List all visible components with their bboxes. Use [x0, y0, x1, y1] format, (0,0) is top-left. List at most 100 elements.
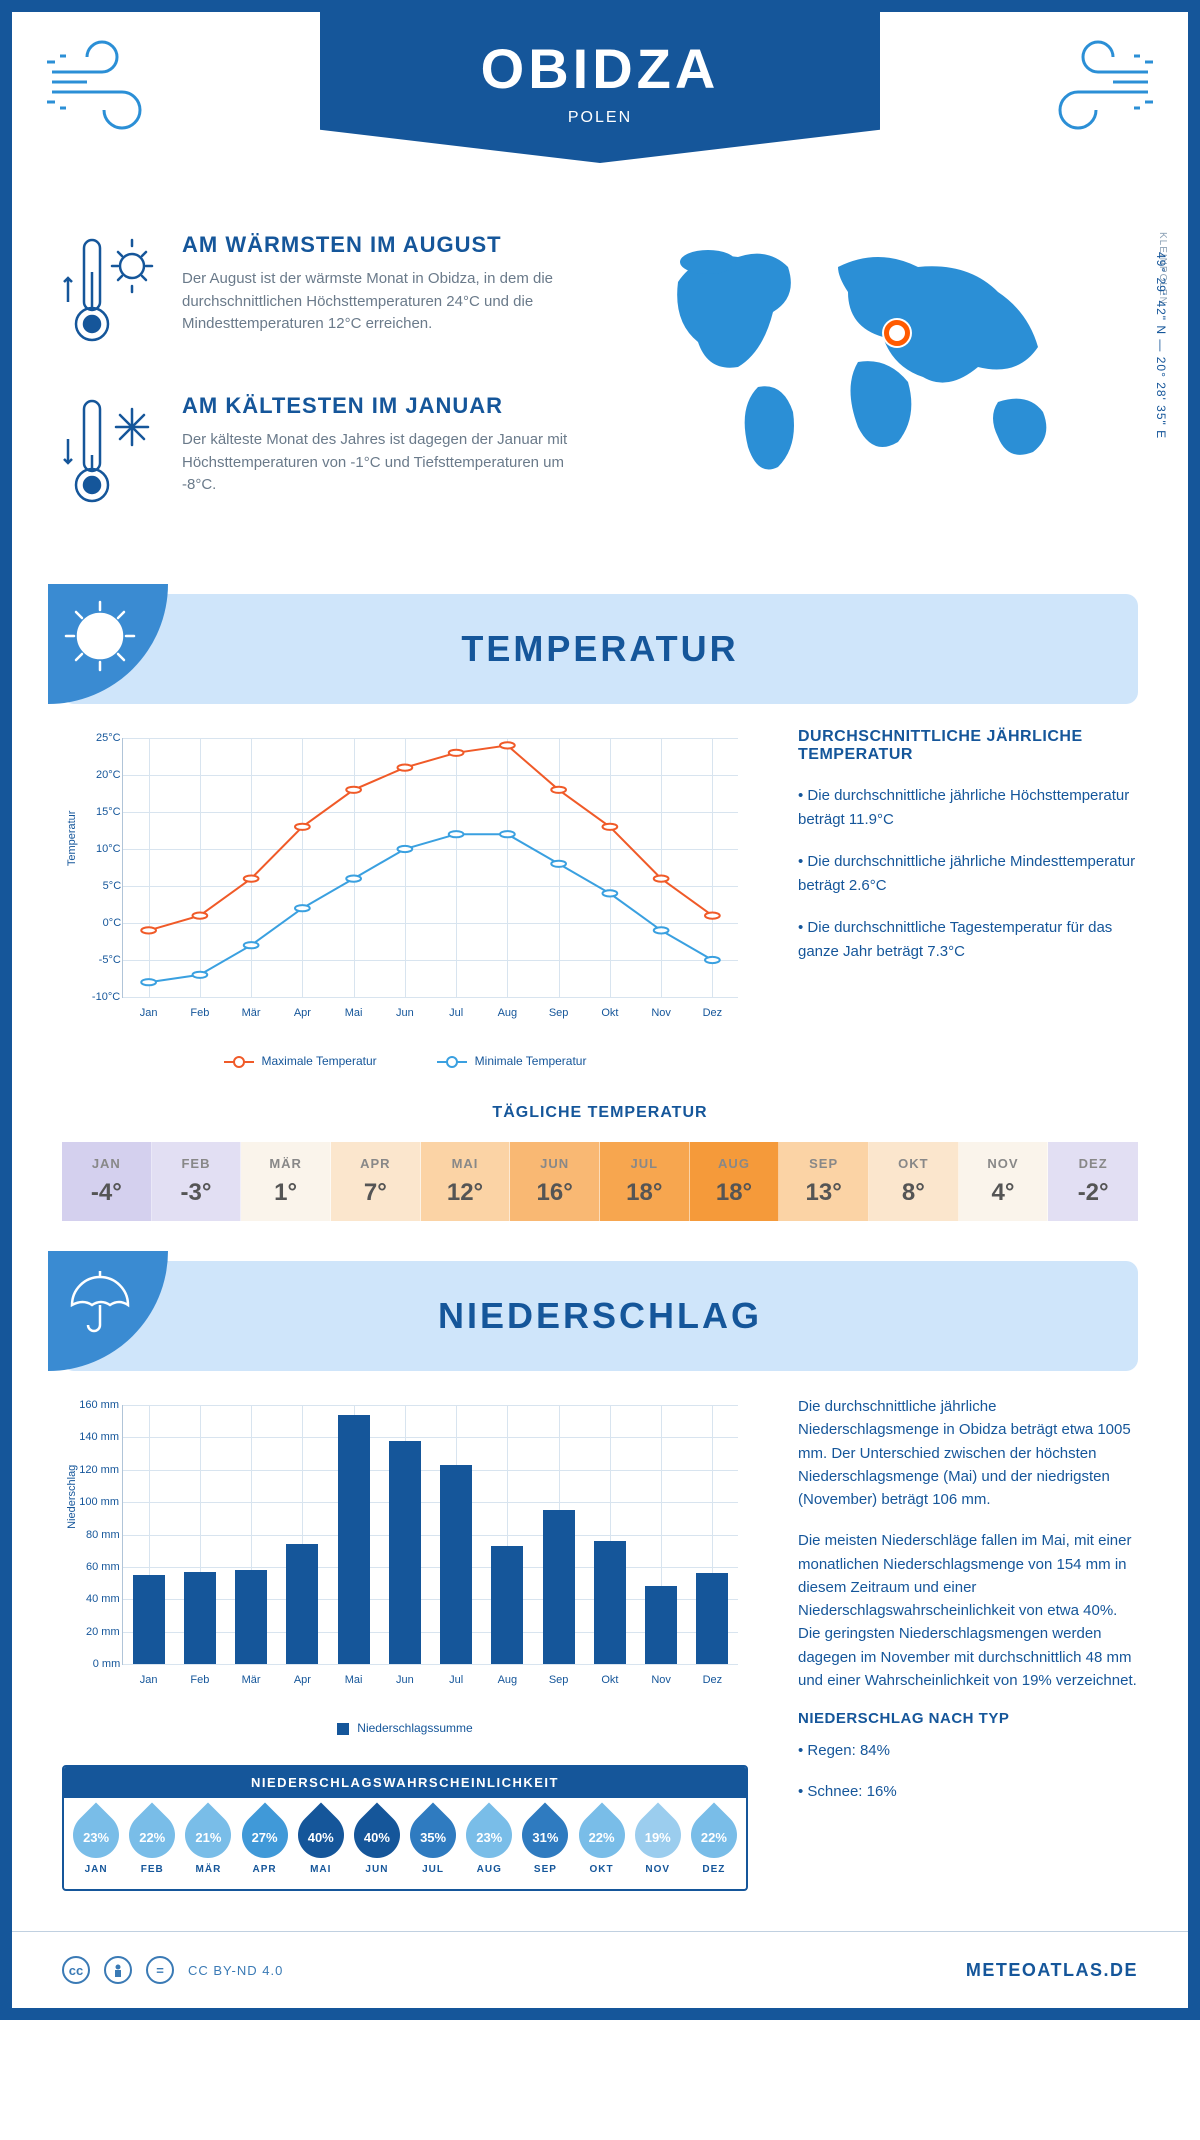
- prob-cell: 22%DEZ: [688, 1812, 740, 1875]
- aside-text: • Regen: 84%: [798, 1739, 1138, 1762]
- month-value: 12°: [421, 1179, 510, 1207]
- fact-coldest: AM KÄLTESTEN IM JANUAR Der kälteste Mona…: [62, 393, 598, 518]
- x-tick: Aug: [498, 1674, 518, 1686]
- y-tick: 0°C: [103, 917, 121, 929]
- fact-title: AM WÄRMSTEN IM AUGUST: [182, 232, 598, 258]
- x-tick: Dez: [703, 1007, 723, 1019]
- x-tick: Jul: [449, 1007, 463, 1019]
- section-title: TEMPERATUR: [461, 628, 738, 670]
- month-value: 7°: [331, 1179, 420, 1207]
- y-tick: 40 mm: [86, 1593, 120, 1605]
- page-title: OBIDZA: [320, 36, 880, 101]
- month-name: FEB: [152, 1156, 241, 1171]
- bar: [543, 1510, 575, 1664]
- sun-icon: [62, 598, 138, 679]
- intro-section: AM WÄRMSTEN IM AUGUST Der August ist der…: [12, 212, 1188, 594]
- precipitation-summary: Die durchschnittliche jährliche Niedersc…: [798, 1395, 1138, 1891]
- x-tick: Apr: [294, 1674, 311, 1686]
- prob-value: 22%: [129, 1812, 175, 1858]
- month-name: JUN: [510, 1156, 599, 1171]
- prob-cell: 21%MÄR: [182, 1812, 234, 1875]
- prob-title: NIEDERSCHLAGSWAHRSCHEINLICHKEIT: [64, 1767, 746, 1798]
- raindrop-icon: 40%: [298, 1812, 344, 1858]
- month-value: 18°: [600, 1179, 689, 1207]
- y-tick: 20°C: [96, 769, 121, 781]
- month-value: 4°: [959, 1179, 1048, 1207]
- month-cell: APR7°: [331, 1142, 421, 1221]
- prob-cell: 35%JUL: [407, 1812, 459, 1875]
- raindrop-icon: 21%: [185, 1812, 231, 1858]
- x-tick: Nov: [651, 1674, 671, 1686]
- x-tick: Okt: [601, 1674, 618, 1686]
- bar: [338, 1415, 370, 1664]
- x-tick: Mai: [345, 1007, 363, 1019]
- aside-text: Die durchschnittliche jährliche Niedersc…: [798, 1395, 1138, 1511]
- month-cell: DEZ-2°: [1048, 1142, 1138, 1221]
- bar: [133, 1575, 165, 1664]
- y-tick: 160 mm: [79, 1399, 119, 1411]
- month-cell: OKT8°: [869, 1142, 959, 1221]
- month-name: NOV: [959, 1156, 1048, 1171]
- bar: [389, 1441, 421, 1664]
- prob-cell: 23%AUG: [463, 1812, 515, 1875]
- bar: [235, 1570, 267, 1664]
- y-tick: 25°C: [96, 732, 121, 744]
- section-header-precipitation: NIEDERSCHLAG: [62, 1261, 1138, 1371]
- aside-text: Die meisten Niederschläge fallen im Mai,…: [798, 1529, 1138, 1692]
- x-tick: Feb: [190, 1007, 209, 1019]
- prob-cell: 22%OKT: [576, 1812, 628, 1875]
- bar: [594, 1541, 626, 1664]
- month-cell: AUG18°: [690, 1142, 780, 1221]
- prob-value: 23%: [73, 1812, 119, 1858]
- bar: [645, 1586, 677, 1664]
- x-tick: Nov: [651, 1007, 671, 1019]
- aside-text: • Die durchschnittliche Tagestemperatur …: [798, 916, 1138, 964]
- legend-min: Minimale Temperatur: [475, 1054, 587, 1068]
- legend-precip: Niederschlagssumme: [357, 1721, 472, 1735]
- month-value: 1°: [241, 1179, 330, 1207]
- aside-text: • Die durchschnittliche jährliche Mindes…: [798, 850, 1138, 898]
- raindrop-icon: 35%: [410, 1812, 456, 1858]
- site-name: METEOATLAS.DE: [966, 1960, 1138, 1981]
- month-cell: JAN-4°: [62, 1142, 152, 1221]
- raindrop-icon: 22%: [129, 1812, 175, 1858]
- legend-max: Maximale Temperatur: [262, 1054, 377, 1068]
- temperature-summary: DURCHSCHNITTLICHE JÄHRLICHE TEMPERATUR •…: [798, 728, 1138, 1068]
- fact-body: Der August ist der wärmste Monat in Obid…: [182, 268, 598, 336]
- y-tick: 60 mm: [86, 1561, 120, 1573]
- bar: [286, 1544, 318, 1664]
- x-tick: Jun: [396, 1007, 414, 1019]
- coordinates: 49° 29' 42" N — 20° 28' 35" E: [1154, 252, 1168, 439]
- month-cell: JUN16°: [510, 1142, 600, 1221]
- fact-body: Der kälteste Monat des Jahres ist dagege…: [182, 429, 598, 497]
- location-map: KLEINPOLEN 49° 29' 42" N — 20° 28' 35" E: [638, 232, 1138, 554]
- header: OBIDZA POLEN: [12, 12, 1188, 212]
- wind-icon: [1038, 32, 1158, 147]
- raindrop-icon: 31%: [522, 1812, 568, 1858]
- raindrop-icon: 40%: [354, 1812, 400, 1858]
- temperature-chart: Temperatur -10°C-5°C0°C5°C10°C15°C20°C25…: [62, 728, 748, 1068]
- thermometer-snow-icon: [62, 393, 158, 518]
- prob-value: 21%: [185, 1812, 231, 1858]
- precipitation-chart: Niederschlag 0 mm20 mm40 mm60 mm80 mm100…: [62, 1395, 748, 1891]
- chart-legend: Niederschlagssumme: [62, 1721, 748, 1735]
- prob-value: 31%: [522, 1812, 568, 1858]
- y-tick: 5°C: [103, 880, 121, 892]
- y-tick: 100 mm: [79, 1496, 119, 1508]
- prob-value: 23%: [466, 1812, 512, 1858]
- cc-icon: cc: [62, 1956, 90, 1984]
- month-cell: NOV 4°: [959, 1142, 1049, 1221]
- precipitation-probability-panel: NIEDERSCHLAGSWAHRSCHEINLICHKEIT 23%JAN22…: [62, 1765, 748, 1891]
- month-value: 18°: [690, 1179, 779, 1207]
- wind-icon: [42, 32, 162, 147]
- y-tick: 80 mm: [86, 1529, 120, 1541]
- y-tick: -10°C: [92, 991, 120, 1003]
- x-tick: Mär: [242, 1674, 261, 1686]
- prob-value: 40%: [354, 1812, 400, 1858]
- prob-cell: 40%MAI: [295, 1812, 347, 1875]
- x-tick: Dez: [703, 1674, 723, 1686]
- license-text: CC BY-ND 4.0: [188, 1963, 283, 1978]
- x-tick: Jul: [449, 1674, 463, 1686]
- prob-value: 27%: [242, 1812, 288, 1858]
- raindrop-icon: 23%: [73, 1812, 119, 1858]
